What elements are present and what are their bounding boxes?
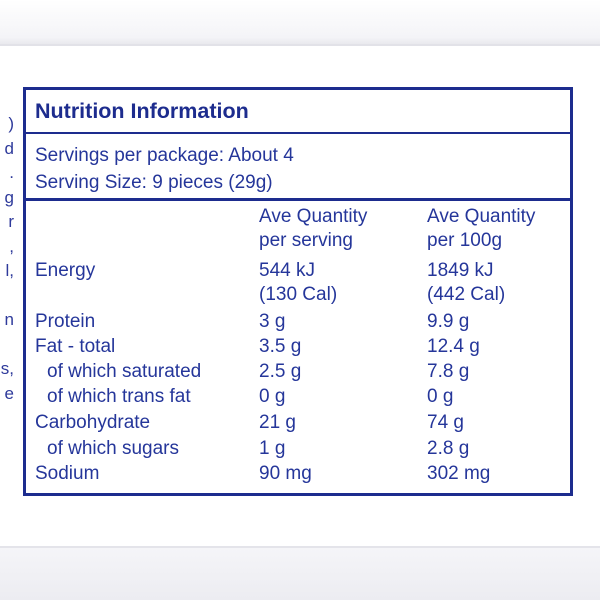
nutrient-label: Carbohydrate — [35, 412, 151, 433]
per-serving-value: 544 kJ — [259, 260, 315, 281]
per-serving-value: 3 g — [259, 311, 286, 332]
per-100g-value: 7.8 g — [427, 361, 470, 382]
carton-bottom-fold-line — [0, 546, 600, 548]
fragment: g — [4, 187, 14, 207]
nutrient-label: of which trans fat — [47, 386, 191, 407]
per-serving-value: 0 g — [259, 386, 286, 407]
per-serving-value: 2.5 g — [259, 361, 302, 382]
header-divider — [26, 198, 570, 201]
nutrient-label: Protein — [35, 311, 96, 332]
nutrition-information-panel: Nutrition Information Servings per packa… — [23, 87, 573, 496]
serving-size: Serving Size: 9 pieces (29g) — [35, 172, 273, 193]
column-header-line: per 100g — [427, 230, 503, 251]
per-100g-value: 12.4 g — [427, 336, 480, 357]
servings-per-package: Servings per package: About 4 — [35, 145, 294, 166]
fragment: ) — [8, 114, 14, 133]
column-header-line: per serving — [259, 230, 353, 251]
per-100g-value: 2.8 g — [427, 438, 470, 459]
per-100g-value: 74 g — [427, 412, 464, 433]
per-100g-cal: (442 Cal) — [427, 284, 506, 305]
column-header-per-serving: Ave Quantity per serving — [259, 205, 367, 253]
per-100g-value: 302 mg — [427, 463, 491, 484]
fragment: d — [4, 138, 14, 158]
per-serving-cal: (130 Cal) — [259, 284, 338, 305]
column-header-per-100g: Ave Quantity per 100g — [427, 205, 535, 253]
per-serving-value: 3.5 g — [259, 336, 302, 357]
panel-title: Nutrition Information — [35, 99, 249, 123]
nutrient-label: of which saturated — [47, 361, 202, 382]
adjacent-panel-text-edge: ) d . g r , l, n s, e — [0, 112, 14, 406]
per-100g-value: 9.9 g — [427, 311, 470, 332]
fragment: r — [8, 212, 14, 231]
fragment — [0, 284, 14, 309]
fragment: n — [4, 310, 14, 329]
per-100g-value: 1849 kJ — [427, 260, 494, 281]
fragment — [0, 333, 14, 358]
title-divider — [26, 132, 570, 134]
nutrient-label: Energy — [35, 260, 96, 281]
nutrient-label: Sodium — [35, 463, 100, 484]
nutrient-label: Fat - total — [35, 336, 116, 357]
fragment: , — [9, 236, 14, 256]
carton-fold-line — [0, 44, 600, 46]
fragment: s, — [0, 359, 14, 378]
carton-bottom-flap — [0, 548, 600, 600]
nutrient-label: of which sugars — [47, 438, 180, 459]
per-serving-value: 1 g — [259, 438, 286, 459]
fragment: l, — [5, 261, 15, 280]
column-header-line: Ave Quantity — [427, 206, 536, 227]
fragment: e — [4, 383, 14, 403]
per-serving-value: 21 g — [259, 412, 296, 433]
column-header-line: Ave Quantity — [259, 206, 368, 227]
per-serving-value: 90 mg — [259, 463, 312, 484]
per-100g-value: 0 g — [427, 386, 454, 407]
carton-top-flap — [0, 0, 600, 44]
fragment: . — [9, 163, 14, 182]
